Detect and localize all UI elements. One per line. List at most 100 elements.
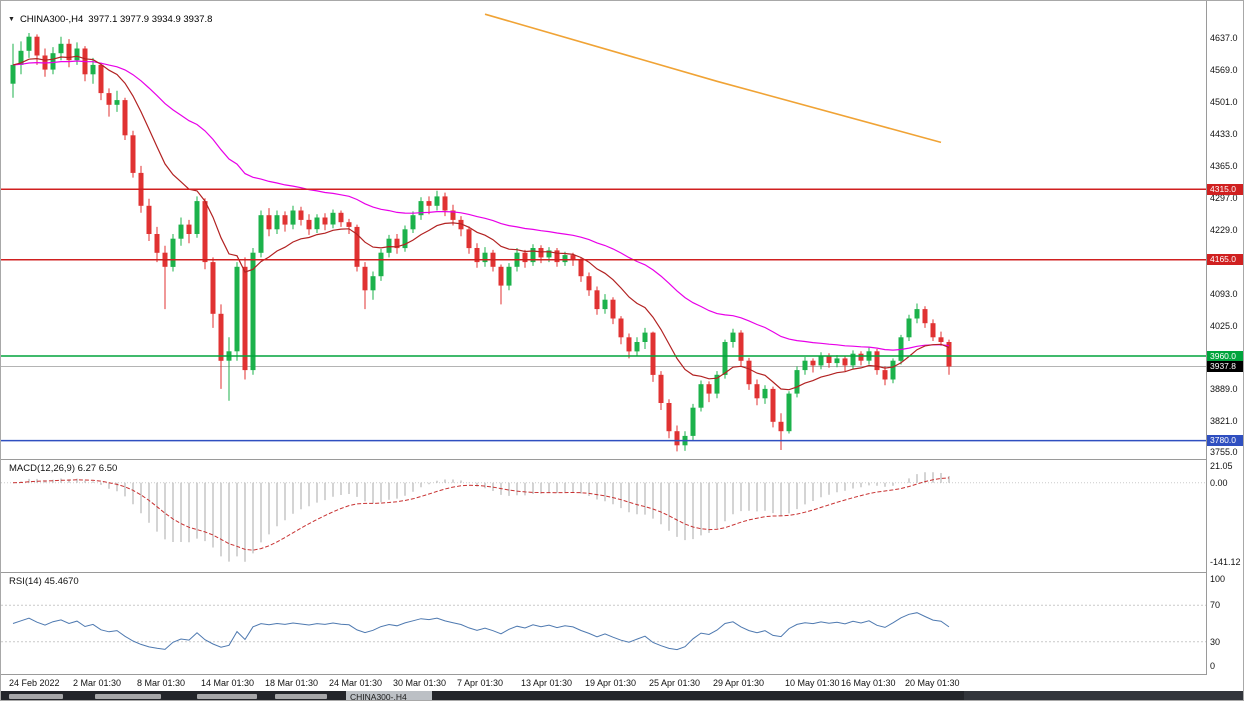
current-price-tag: 3937.8 [1207, 361, 1243, 372]
candle-body [882, 370, 888, 380]
candle-body [594, 290, 600, 310]
candle-body [58, 43, 64, 54]
candle-body [258, 215, 264, 253]
candle-body [842, 358, 848, 366]
rsi-axis-label: 30 [1210, 637, 1221, 647]
candle-body [762, 388, 768, 399]
candle-body [274, 215, 280, 230]
candle-body [186, 224, 192, 234]
candle-body [242, 266, 248, 371]
candle-body [874, 351, 880, 371]
candle-body [610, 299, 616, 319]
candle-body [570, 255, 576, 260]
candle-body [674, 431, 680, 446]
candle-body [146, 205, 152, 234]
candle-body [714, 374, 720, 394]
candle-body [466, 229, 472, 249]
candle-body [794, 370, 800, 394]
candle-body [698, 384, 704, 408]
candle-body [810, 360, 816, 366]
candle-body [362, 266, 368, 291]
candle-body [754, 384, 760, 399]
candle-body [730, 332, 736, 342]
candle-body [498, 266, 504, 286]
candle-body [738, 332, 744, 361]
macd-rsi-separator[interactable] [1, 572, 1243, 573]
candle-body [410, 215, 416, 230]
candle-body [122, 100, 128, 136]
candle-body [442, 196, 448, 211]
candle-body [802, 360, 808, 371]
main-macd-separator[interactable] [1, 459, 1243, 460]
price-axis-label: 4637.0 [1210, 33, 1238, 43]
hline-price-tag: 4165.0 [1207, 254, 1243, 265]
rsi-label: RSI(14) 45.4670 [9, 576, 79, 587]
price-axis-label: 4365.0 [1210, 161, 1238, 171]
macd-axis-label: 21.05 [1210, 461, 1233, 471]
rsi-axis-label: 70 [1210, 600, 1221, 610]
macd-name: MACD(12,26,9) [9, 463, 75, 474]
candle-body [562, 255, 568, 263]
price-axis-label: 4569.0 [1210, 65, 1238, 75]
time-axis-label: 7 Apr 01:30 [457, 678, 504, 688]
candle-body [266, 215, 272, 230]
candle-body [506, 266, 512, 286]
time-axis-label: 10 May 01:30 [785, 678, 840, 688]
candle-body [178, 224, 184, 239]
candle-body [858, 353, 864, 361]
candle-body [826, 356, 832, 363]
macd-panel[interactable] [1, 472, 1206, 562]
candle-body [210, 262, 216, 314]
candle-body [474, 248, 480, 263]
price-axis[interactable]: 4637.0 4569.0 4501.0 4433.0 4365.0 4297.0 4229… [1206, 1, 1243, 675]
time-axis-label: 29 Apr 01:30 [713, 678, 765, 688]
bottom-bar-right-segment [964, 691, 1243, 700]
price-axis-label: 3755.0 [1210, 447, 1238, 457]
time-axis-label: 14 Mar 01:30 [201, 678, 255, 688]
candle-body [282, 215, 288, 225]
candle-body [634, 342, 640, 352]
rsi-value: 45.4670 [44, 576, 79, 587]
candle-body [778, 421, 784, 432]
candle-body [346, 222, 352, 227]
candle-body [690, 407, 696, 436]
candle-body [434, 196, 440, 206]
candle-body [602, 299, 608, 310]
candle-body [818, 356, 824, 366]
candle-body [746, 360, 752, 385]
candle-body [330, 212, 336, 225]
candle-body [202, 201, 208, 263]
candle-body [938, 337, 944, 342]
candle-body [194, 201, 200, 234]
candle-body [370, 276, 376, 291]
rsi-panel[interactable] [1, 604, 1206, 651]
candle-body [458, 219, 464, 230]
rsi-line [12, 612, 950, 651]
trendline [484, 13, 942, 144]
time-axis-label: 19 Apr 01:30 [585, 678, 637, 688]
candle-body [354, 226, 360, 267]
candle-body [218, 313, 224, 361]
main-price-panel[interactable] [1, 13, 1206, 452]
candle-body [906, 318, 912, 338]
chart-title: ▼ CHINA300-,H4 3977.1 3977.9 3934.9 3937… [8, 14, 212, 25]
chart-canvas[interactable] [1, 1, 1244, 675]
candle-body [10, 64, 16, 84]
candle-body [114, 100, 120, 105]
candle-body [914, 309, 920, 319]
candle-body [378, 252, 384, 277]
dropdown-arrow-icon[interactable]: ▼ [8, 16, 15, 23]
macd-signal-value: 6.50 [98, 463, 118, 474]
chart-tab-active[interactable]: CHINA300-,H4 [346, 691, 432, 700]
candle-body [786, 393, 792, 432]
candle-body [322, 217, 328, 225]
price-axis-label: 4501.0 [1210, 97, 1238, 107]
rsi-name: RSI(14) [9, 576, 42, 587]
candle-body [850, 353, 856, 366]
candle-body [482, 252, 488, 263]
candle-body [34, 36, 40, 56]
time-axis[interactable]: 24 Feb 2022 2 Mar 01:30 8 Mar 01:30 14 Mar … [1, 675, 1206, 691]
time-axis-label: 8 Mar 01:30 [137, 678, 186, 688]
candle-body [450, 210, 456, 220]
